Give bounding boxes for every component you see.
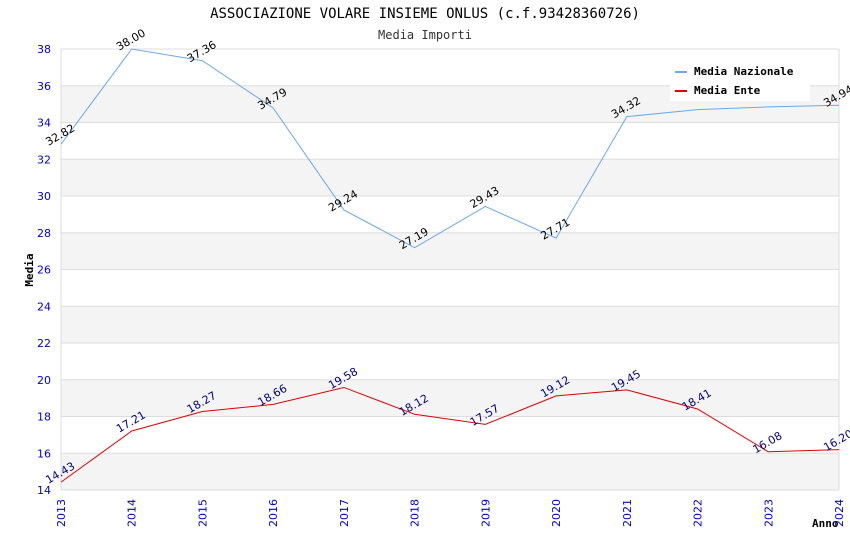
x-tick-label: 2017 bbox=[338, 499, 351, 527]
y-tick-label: 18 bbox=[37, 411, 51, 424]
grid-band bbox=[61, 343, 839, 380]
y-tick-label: 24 bbox=[37, 300, 51, 313]
y-tick-label: 32 bbox=[37, 153, 51, 166]
legend: Media Nazionale Media Ente bbox=[670, 60, 810, 101]
legend-label-media-nazionale: Media Nazionale bbox=[694, 65, 794, 78]
grid-band bbox=[61, 416, 839, 454]
x-tick-label: 2016 bbox=[267, 499, 280, 527]
y-tick-label: 20 bbox=[37, 374, 51, 387]
y-tick-label: 26 bbox=[37, 264, 51, 277]
y-tick-label: 34 bbox=[37, 117, 51, 130]
grid-band bbox=[61, 232, 839, 270]
x-axis-ticks: 2013 2014 2015 2016 2017 2018 2019 2020 2021 2022… bbox=[55, 499, 846, 527]
grid-band bbox=[61, 453, 839, 490]
series-line-media-ente bbox=[60, 386, 840, 483]
grid-band bbox=[61, 306, 839, 343]
x-tick-label: 2015 bbox=[196, 499, 209, 527]
grid-band bbox=[61, 122, 839, 160]
x-tick-label: 2021 bbox=[621, 499, 634, 527]
y-tick-label: 36 bbox=[37, 80, 51, 93]
y-tick-label: 16 bbox=[37, 447, 51, 460]
y-tick-label: 14 bbox=[37, 484, 51, 497]
chart-title: ASSOCIAZIONE VOLARE INSIEME ONLUS (c.f.9… bbox=[210, 6, 640, 22]
x-tick-label: 2022 bbox=[692, 499, 705, 527]
y-tick-label: 22 bbox=[37, 337, 51, 350]
x-tick-label: 2019 bbox=[479, 499, 492, 527]
x-axis-title: Anno bbox=[812, 517, 839, 530]
x-tick-label: 2013 bbox=[55, 499, 68, 527]
x-tick-label: 2014 bbox=[126, 499, 139, 527]
y-axis-title: Media bbox=[23, 253, 36, 286]
x-tick-label: 2023 bbox=[762, 499, 775, 527]
legend-box bbox=[670, 60, 810, 101]
x-tick-label: 2018 bbox=[409, 499, 422, 527]
legend-label-media-ente: Media Ente bbox=[694, 84, 761, 97]
series-group bbox=[60, 48, 840, 483]
chart-subtitle: Media Importi bbox=[378, 28, 472, 42]
x-tick-label: 2020 bbox=[550, 499, 563, 527]
y-tick-label: 30 bbox=[37, 190, 51, 203]
y-tick-label: 28 bbox=[37, 227, 51, 240]
grid-band bbox=[61, 269, 839, 307]
grid-band bbox=[61, 159, 839, 196]
y-tick-label: 38 bbox=[37, 43, 51, 56]
x-tick-label: 2024 bbox=[833, 499, 846, 527]
series-line-media-nazionale bbox=[60, 48, 840, 249]
grid-band bbox=[61, 379, 839, 417]
y-axis-ticks: 14 16 18 20 22 24 26 28 30 32 34 36 38 bbox=[37, 43, 51, 497]
